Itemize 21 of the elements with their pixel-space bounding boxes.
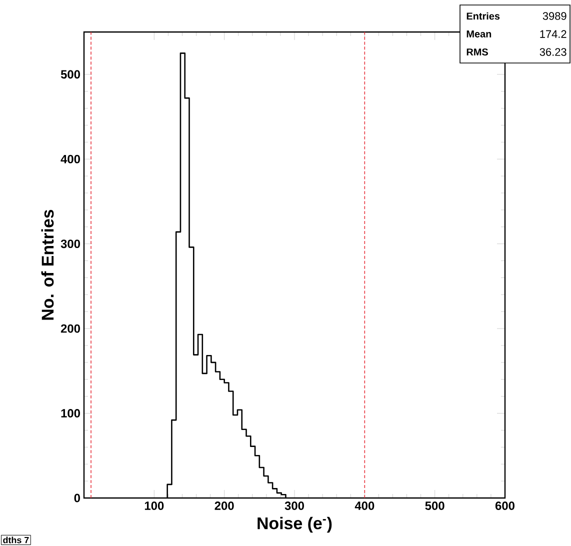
- x-tick-label: 200: [214, 502, 234, 510]
- y-tick-label: 400: [60, 154, 80, 164]
- text: Entries: [466, 12, 500, 20]
- y-tick-label: 500: [60, 70, 80, 79]
- x-tick-label: 100: [144, 502, 164, 510]
- text: 3989: [542, 12, 566, 20]
- x-tick-label: 300: [284, 502, 304, 510]
- x-tick-label: 500: [425, 502, 444, 510]
- text: 174.2: [540, 30, 566, 38]
- y-tick-label: 200: [60, 324, 80, 333]
- y-tick-label: 0: [74, 494, 80, 502]
- x-tick-label: 600: [495, 502, 514, 510]
- x-axis-title: Noise (e$^{-}$): [258, 516, 332, 533]
- text: dths 7: [3, 536, 29, 544]
- x-tick-label: 400: [354, 502, 374, 510]
- annotation: Mean: [466, 30, 492, 38]
- y-tick-label: 300: [60, 240, 80, 248]
- annotation: RMS: [466, 48, 488, 56]
- y-axis-title: No. of Entries: [41, 210, 54, 320]
- y-tick-label: 100: [61, 409, 80, 418]
- text: 36.23: [540, 48, 566, 56]
